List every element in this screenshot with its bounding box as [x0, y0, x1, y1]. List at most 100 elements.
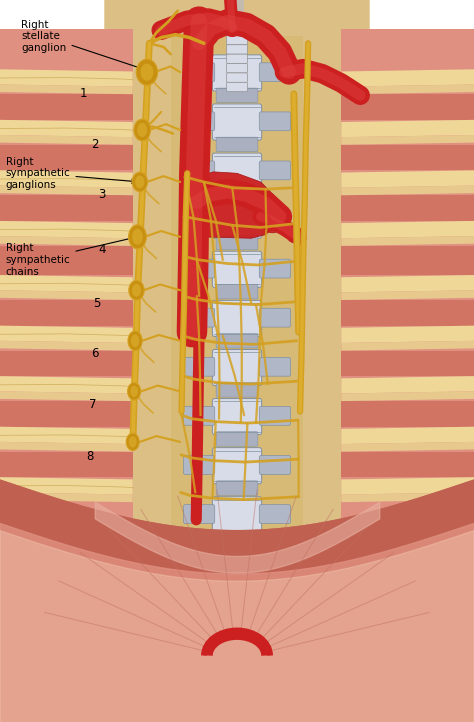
Polygon shape — [0, 341, 133, 350]
Ellipse shape — [132, 229, 143, 245]
FancyBboxPatch shape — [259, 210, 291, 229]
Polygon shape — [341, 186, 474, 195]
Polygon shape — [0, 245, 133, 275]
Polygon shape — [190, 172, 280, 238]
Ellipse shape — [130, 386, 138, 397]
Polygon shape — [0, 427, 133, 444]
Polygon shape — [341, 245, 474, 275]
Polygon shape — [0, 170, 133, 188]
FancyBboxPatch shape — [212, 202, 262, 238]
Ellipse shape — [128, 383, 141, 400]
FancyBboxPatch shape — [216, 432, 258, 446]
FancyBboxPatch shape — [259, 308, 291, 327]
Text: 2: 2 — [91, 138, 99, 151]
Polygon shape — [341, 236, 474, 245]
Polygon shape — [341, 401, 474, 427]
FancyBboxPatch shape — [183, 161, 215, 180]
Ellipse shape — [129, 281, 144, 300]
Ellipse shape — [129, 436, 137, 448]
Polygon shape — [0, 144, 133, 170]
FancyBboxPatch shape — [216, 334, 258, 348]
Polygon shape — [341, 170, 474, 188]
Polygon shape — [341, 391, 474, 401]
Polygon shape — [0, 492, 133, 503]
Polygon shape — [341, 326, 474, 343]
Polygon shape — [341, 350, 474, 376]
FancyBboxPatch shape — [227, 73, 247, 82]
FancyBboxPatch shape — [227, 26, 247, 35]
FancyBboxPatch shape — [259, 63, 291, 82]
FancyBboxPatch shape — [227, 54, 247, 64]
Polygon shape — [0, 300, 133, 326]
FancyBboxPatch shape — [183, 456, 215, 474]
Polygon shape — [341, 275, 474, 292]
Ellipse shape — [137, 123, 147, 137]
FancyBboxPatch shape — [183, 63, 215, 82]
Polygon shape — [341, 195, 474, 221]
FancyBboxPatch shape — [212, 497, 262, 533]
FancyBboxPatch shape — [216, 235, 258, 250]
Text: 3: 3 — [98, 188, 106, 201]
FancyBboxPatch shape — [183, 308, 215, 327]
Polygon shape — [341, 442, 474, 452]
FancyBboxPatch shape — [212, 153, 262, 189]
FancyBboxPatch shape — [259, 406, 291, 425]
Ellipse shape — [132, 284, 141, 297]
FancyBboxPatch shape — [216, 284, 258, 299]
FancyBboxPatch shape — [259, 505, 291, 523]
Text: Right
stellate
ganglion: Right stellate ganglion — [21, 19, 145, 70]
Text: 8: 8 — [86, 450, 94, 463]
Polygon shape — [341, 477, 474, 495]
Ellipse shape — [128, 225, 146, 248]
Polygon shape — [341, 94, 474, 120]
FancyBboxPatch shape — [183, 259, 215, 278]
Polygon shape — [341, 135, 474, 144]
Polygon shape — [341, 376, 474, 393]
FancyBboxPatch shape — [183, 406, 215, 425]
Polygon shape — [0, 477, 133, 495]
Ellipse shape — [140, 64, 153, 81]
Text: 6: 6 — [91, 347, 99, 360]
FancyBboxPatch shape — [227, 17, 247, 26]
Ellipse shape — [126, 433, 139, 451]
Polygon shape — [0, 376, 133, 393]
FancyBboxPatch shape — [259, 259, 291, 278]
Polygon shape — [0, 391, 133, 401]
Polygon shape — [341, 29, 474, 520]
FancyBboxPatch shape — [183, 505, 215, 523]
Ellipse shape — [137, 59, 157, 85]
Polygon shape — [341, 120, 474, 137]
Polygon shape — [0, 452, 133, 477]
FancyBboxPatch shape — [183, 112, 215, 131]
Text: 1: 1 — [79, 87, 87, 100]
Polygon shape — [171, 36, 303, 542]
Ellipse shape — [128, 331, 142, 351]
Polygon shape — [0, 29, 133, 520]
FancyBboxPatch shape — [212, 349, 262, 386]
Ellipse shape — [263, 215, 282, 232]
FancyBboxPatch shape — [259, 112, 291, 131]
Polygon shape — [341, 427, 474, 444]
Polygon shape — [0, 326, 133, 343]
FancyBboxPatch shape — [212, 55, 262, 91]
FancyBboxPatch shape — [183, 357, 215, 376]
Polygon shape — [0, 275, 133, 292]
FancyBboxPatch shape — [183, 210, 215, 229]
Polygon shape — [341, 341, 474, 350]
FancyBboxPatch shape — [216, 88, 258, 103]
Polygon shape — [341, 144, 474, 170]
Polygon shape — [0, 135, 133, 144]
Polygon shape — [341, 221, 474, 238]
Polygon shape — [0, 94, 133, 120]
FancyBboxPatch shape — [227, 64, 247, 73]
Polygon shape — [341, 84, 474, 94]
FancyBboxPatch shape — [216, 481, 258, 495]
Polygon shape — [0, 236, 133, 245]
FancyBboxPatch shape — [212, 448, 262, 484]
FancyBboxPatch shape — [259, 357, 291, 376]
FancyBboxPatch shape — [216, 383, 258, 397]
Ellipse shape — [135, 175, 145, 188]
Polygon shape — [341, 492, 474, 503]
Ellipse shape — [287, 227, 301, 243]
Text: 4: 4 — [98, 243, 106, 256]
